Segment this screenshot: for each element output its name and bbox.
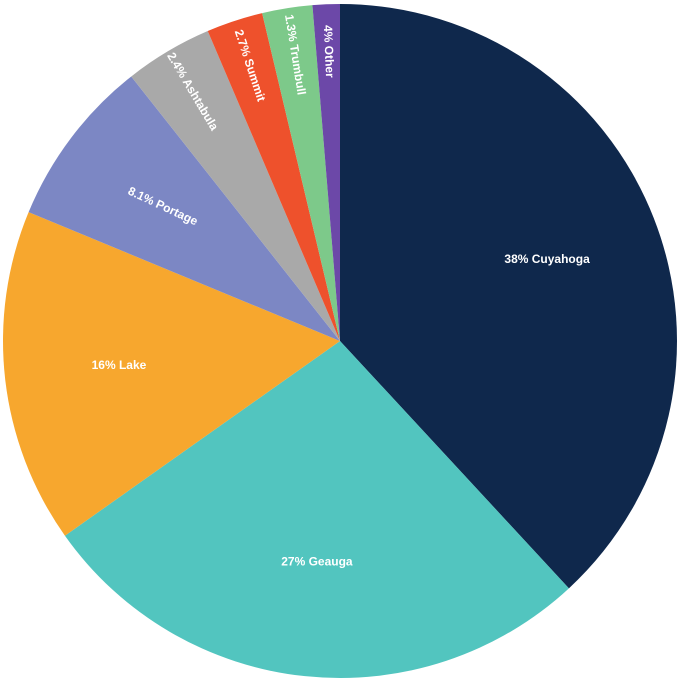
slices-layer — [2, 4, 678, 679]
slice-cuyahoga — [340, 4, 678, 589]
slice-geauga — [64, 341, 569, 679]
slice-lake — [2, 212, 340, 536]
slice-summit — [207, 13, 340, 341]
slice-label-cuyahoga: 38% Cuyahoga — [504, 252, 590, 266]
slice-ashtabula — [131, 31, 340, 341]
slice-trumbull — [262, 5, 340, 342]
slice-other — [312, 4, 340, 341]
slice-label-geauga: 27% Geauga — [281, 554, 353, 568]
slice-label-lake: 16% Lake — [92, 358, 147, 372]
slice-portage — [28, 76, 340, 342]
slice-label-other: 4% Other — [321, 25, 337, 79]
